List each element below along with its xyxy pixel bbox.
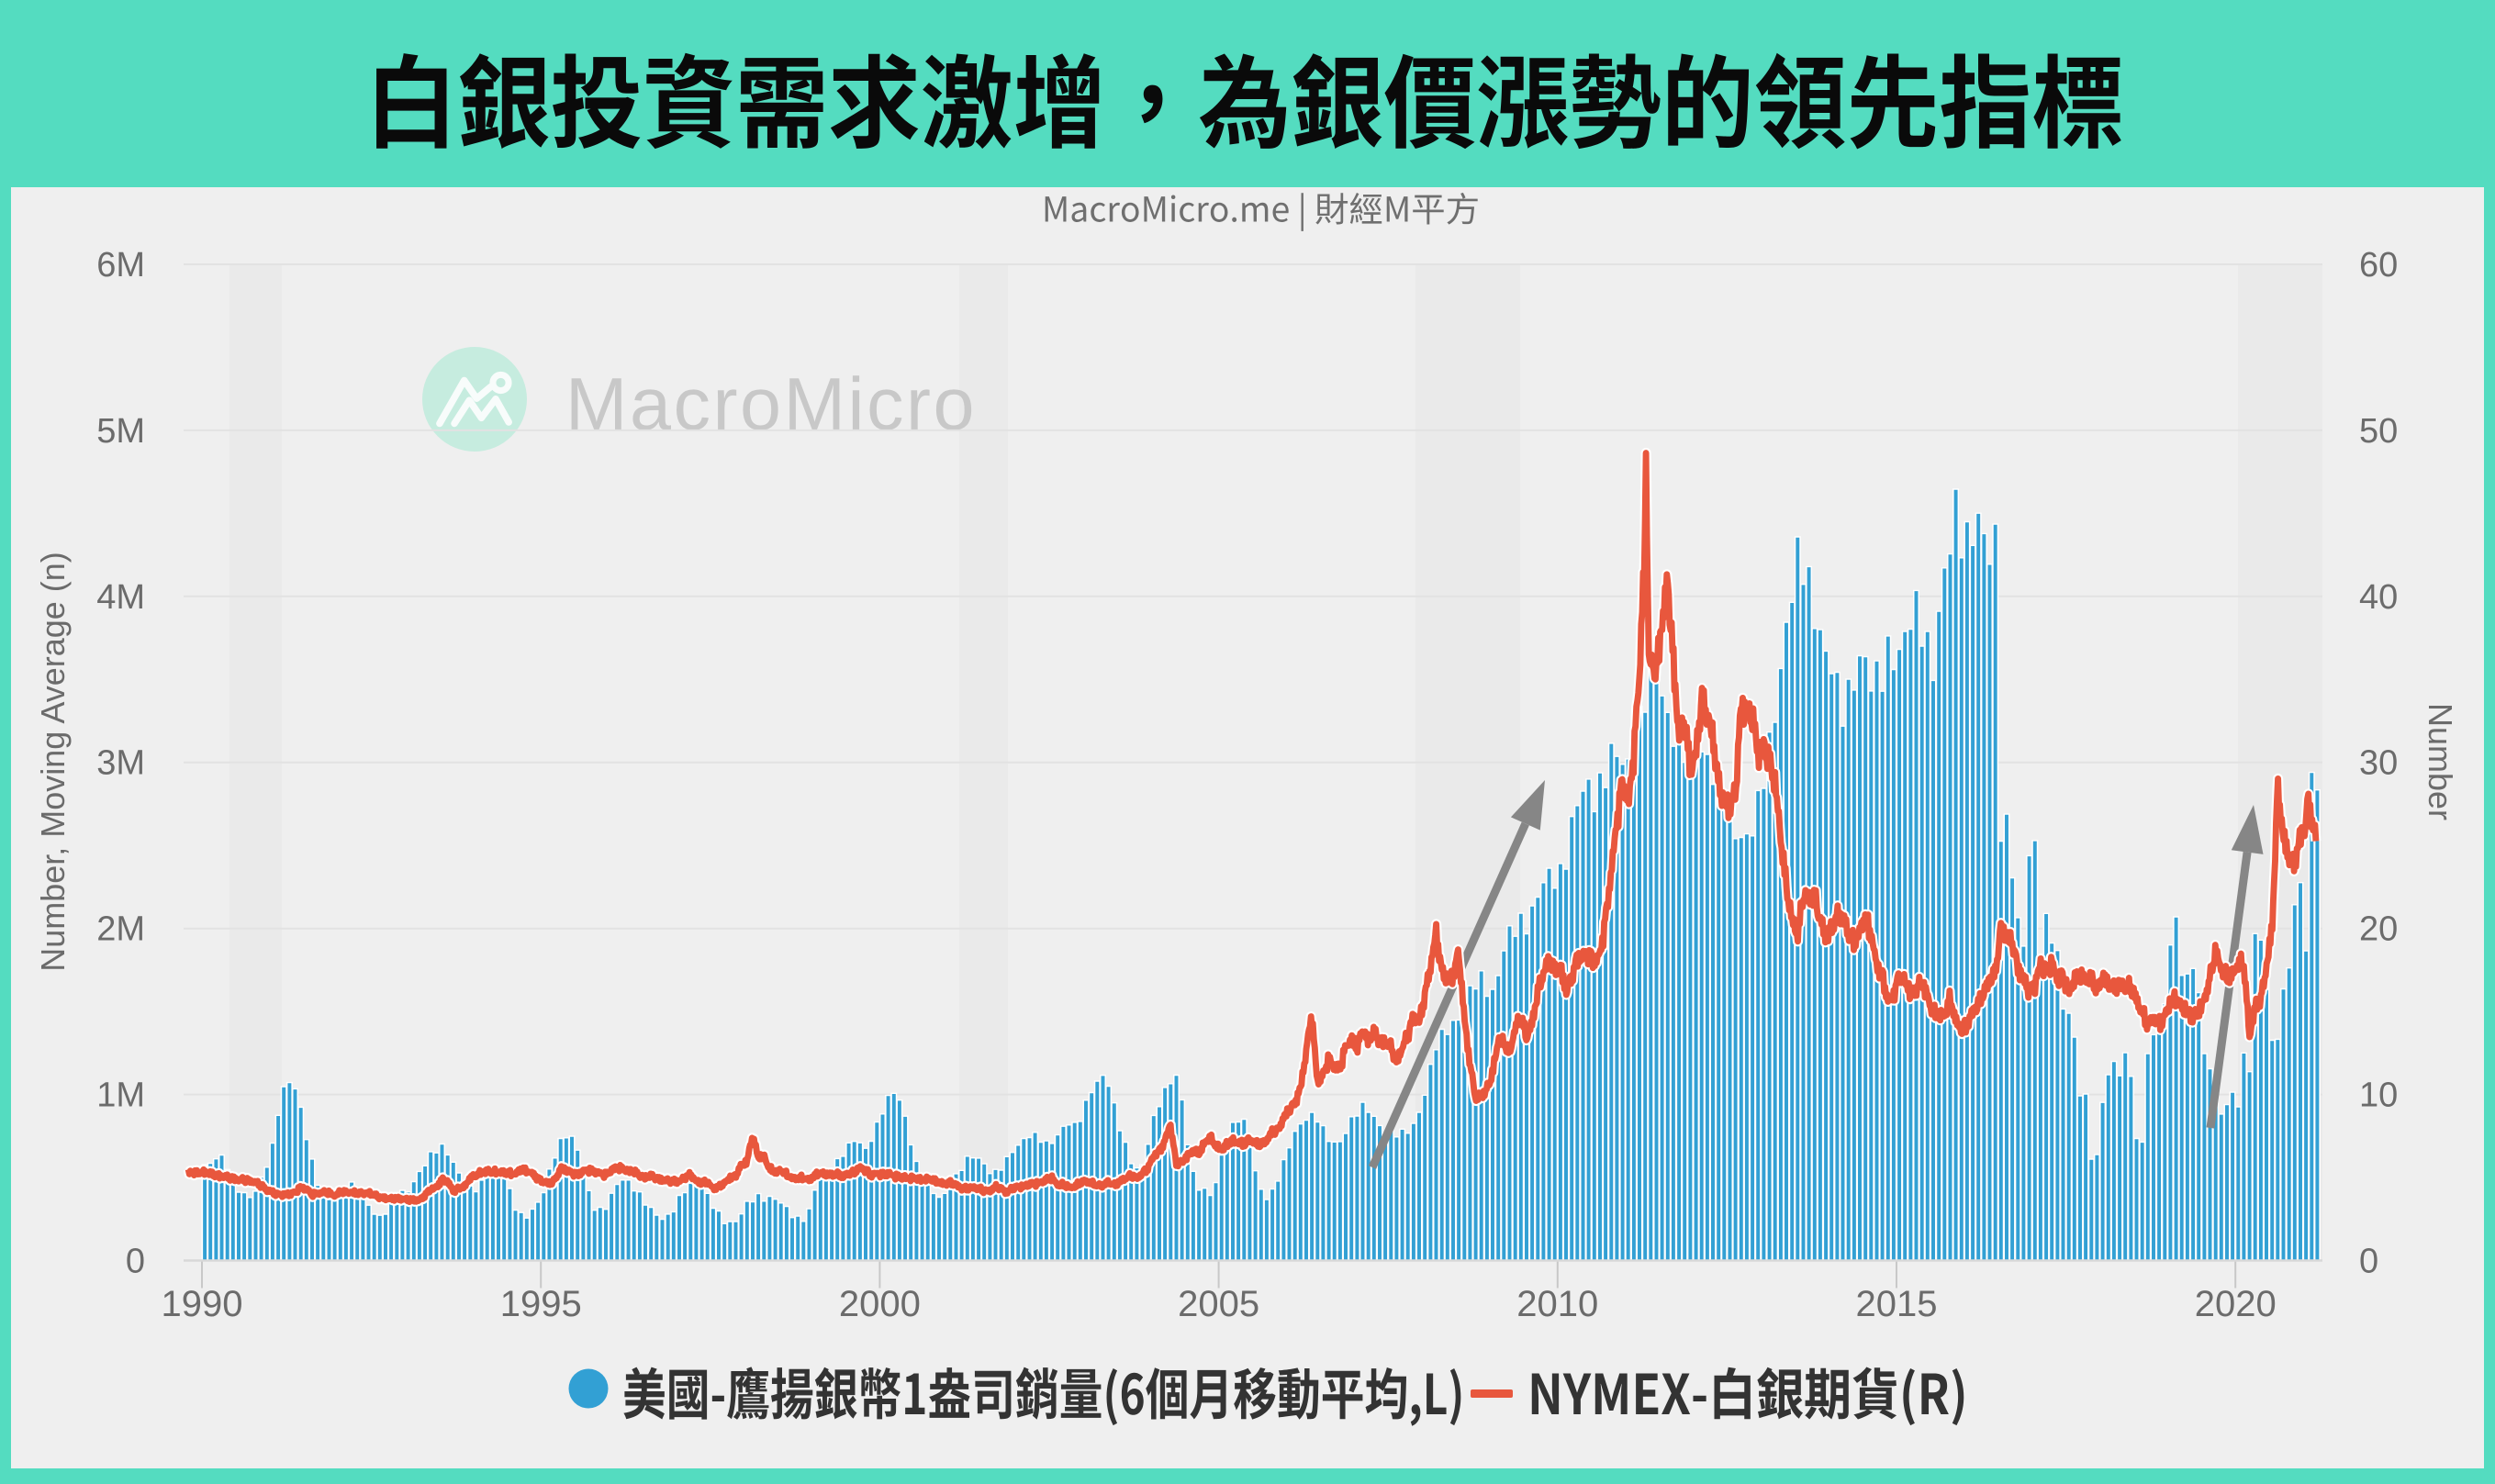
- svg-text:50: 50: [2359, 412, 2398, 451]
- svg-text:60: 60: [2359, 246, 2398, 285]
- svg-text:40: 40: [2359, 578, 2398, 617]
- svg-text:2020: 2020: [2195, 1284, 2277, 1324]
- svg-text:10: 10: [2359, 1077, 2398, 1115]
- svg-text:3M: 3M: [96, 744, 145, 783]
- svg-text:0: 0: [126, 1243, 145, 1281]
- svg-text:20: 20: [2359, 910, 2398, 949]
- svg-text:2010: 2010: [1516, 1284, 1598, 1324]
- svg-text:1M: 1M: [96, 1077, 145, 1115]
- svg-text:Number: Number: [2422, 703, 2459, 820]
- svg-text:4M: 4M: [96, 578, 145, 617]
- svg-text:6M: 6M: [96, 246, 145, 285]
- svg-text:5M: 5M: [96, 412, 145, 451]
- svg-text:2000: 2000: [839, 1284, 921, 1324]
- svg-text:1990: 1990: [162, 1284, 243, 1324]
- svg-text:1995: 1995: [500, 1284, 582, 1324]
- svg-text:2M: 2M: [96, 910, 145, 949]
- svg-text:2005: 2005: [1178, 1284, 1259, 1324]
- svg-text:Number, Moving Average (n): Number, Moving Average (n): [34, 552, 72, 972]
- svg-text:30: 30: [2359, 744, 2398, 783]
- svg-text:0: 0: [2359, 1243, 2378, 1281]
- svg-text:2015: 2015: [1856, 1284, 1938, 1324]
